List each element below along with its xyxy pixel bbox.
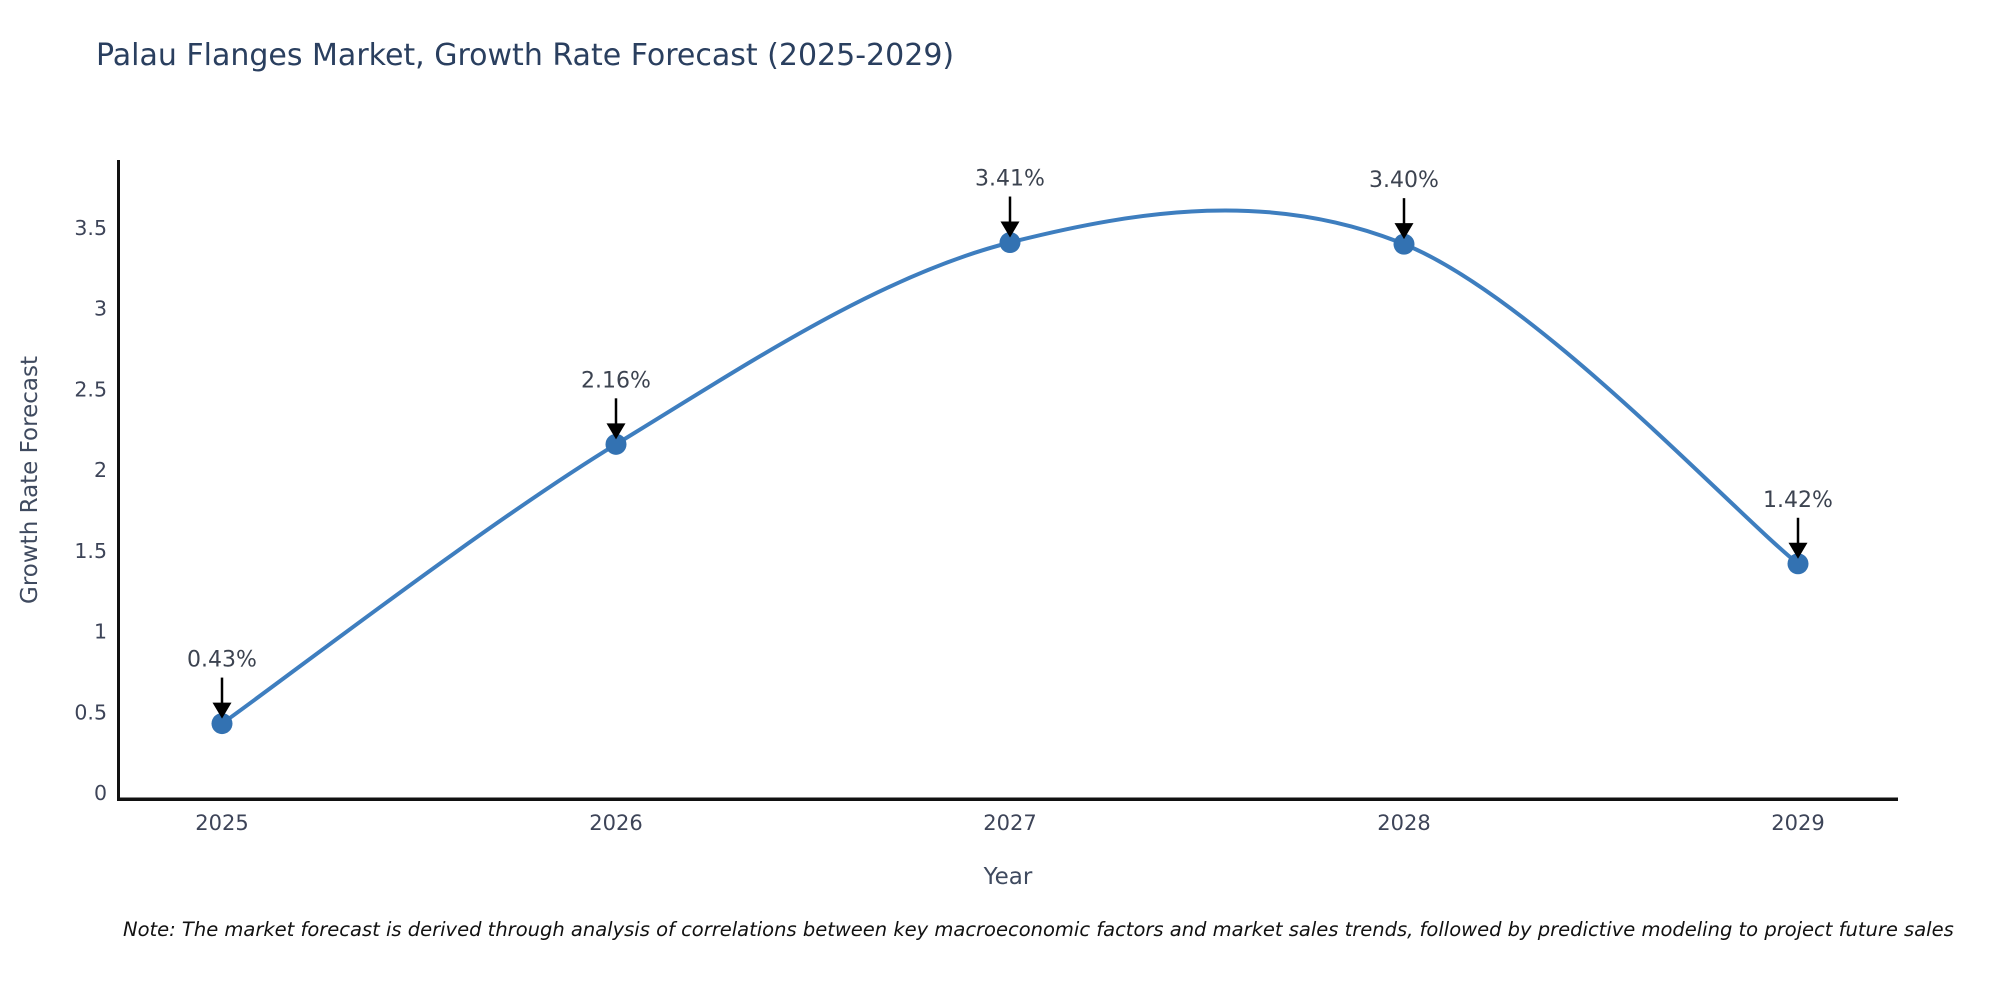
x-tick-label: 2029 <box>1771 811 1824 835</box>
y-tick-label: 0.5 <box>74 700 107 724</box>
y-tick-label: 0 <box>94 781 107 805</box>
x-tick-label: 2026 <box>589 811 642 835</box>
annotation-arrowhead-icon <box>1394 223 1414 240</box>
x-tick-label: 2025 <box>195 811 248 835</box>
y-tick-label: 1.5 <box>74 539 107 563</box>
data-point-marker <box>1787 553 1809 575</box>
y-tick-label: 2.5 <box>74 377 107 401</box>
data-point-label: 0.43% <box>187 648 257 673</box>
y-tick-label: 3 <box>94 297 107 321</box>
y-tick-label: 1 <box>94 620 107 644</box>
x-tick-label: 2028 <box>1377 811 1430 835</box>
data-point-marker <box>999 232 1021 254</box>
series-line <box>220 208 1800 726</box>
data-point-label: 3.41% <box>975 167 1045 192</box>
data-point-marker <box>211 713 233 735</box>
data-point-label: 3.40% <box>1369 168 1439 193</box>
data-point-label: 2.16% <box>581 368 651 393</box>
x-axis-title: Year <box>983 864 1033 890</box>
footnote: Note: The market forecast is derived thr… <box>123 918 1954 941</box>
y-tick-label: 3.5 <box>74 216 107 240</box>
annotation-arrowhead-icon <box>1788 542 1808 559</box>
y-axis-title: Growth Rate Forecast <box>17 356 43 604</box>
annotation-arrowhead-icon <box>1000 221 1020 238</box>
x-tick-label: 2027 <box>983 811 1036 835</box>
data-point-marker <box>605 433 627 455</box>
annotation-arrowhead-icon <box>212 702 232 719</box>
data-point-label: 1.42% <box>1763 488 1833 513</box>
y-tick-label: 2 <box>94 458 107 482</box>
data-point-marker <box>1393 233 1415 255</box>
chart-title: Palau Flanges Market, Growth Rate Foreca… <box>96 38 955 73</box>
annotation-arrowhead-icon <box>606 423 626 440</box>
